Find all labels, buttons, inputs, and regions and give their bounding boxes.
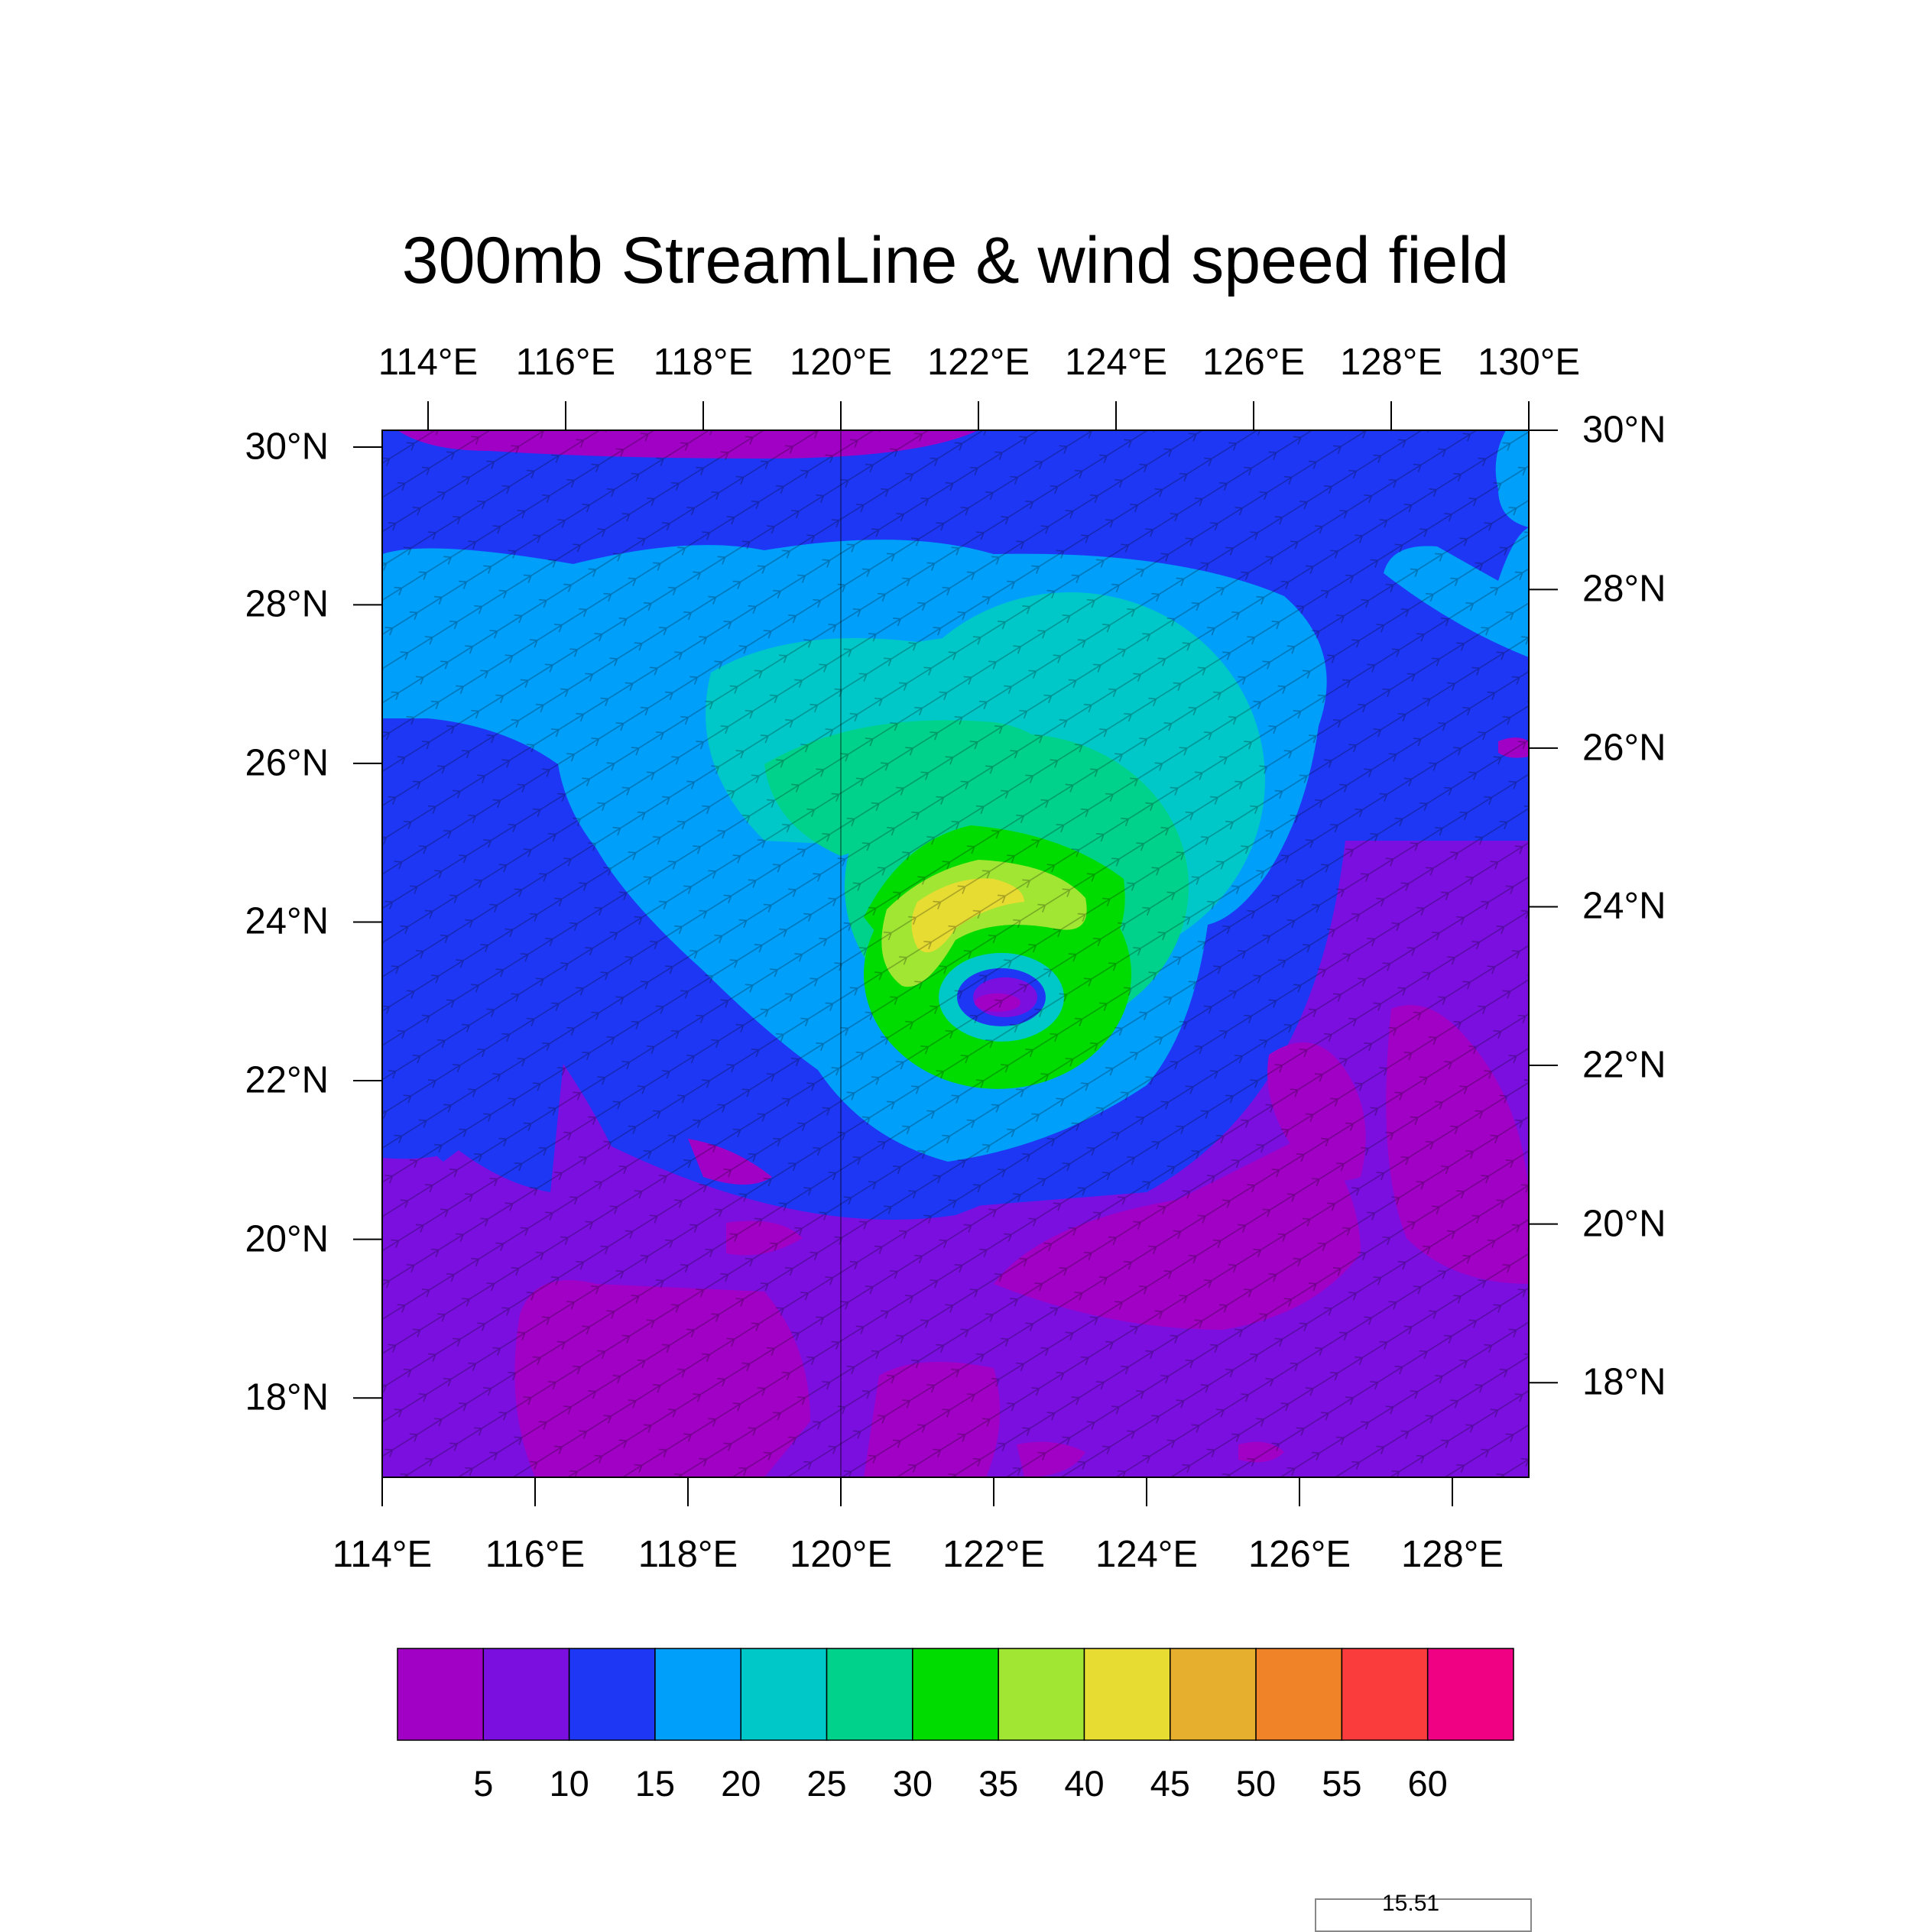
- right-lat-label: 26°N: [1582, 727, 1666, 769]
- colorbar-label: 25: [806, 1763, 847, 1804]
- bottom-lon-label: 114°E: [332, 1534, 433, 1575]
- colorbar-label: 35: [978, 1763, 1019, 1804]
- colorbar-label: 55: [1322, 1763, 1362, 1804]
- colorbar-swatch: [1426, 1648, 1514, 1741]
- right-lat-label: 22°N: [1582, 1044, 1666, 1086]
- left-lat-label: 20°N: [245, 1218, 329, 1260]
- colorbar-swatch: [1170, 1648, 1257, 1741]
- colorbar-swatch: [1255, 1648, 1343, 1741]
- right-lat-label: 24°N: [1582, 885, 1666, 927]
- top-lon-label: 126°E: [1202, 342, 1306, 383]
- reference-vector-label: 15.51: [1382, 1891, 1440, 1916]
- colorbar-label: 40: [1064, 1763, 1105, 1804]
- colorbar-swatch: [568, 1648, 656, 1741]
- colorbar-swatch: [740, 1648, 828, 1741]
- top-lon-label: 124°E: [1064, 342, 1168, 383]
- colorbar-label: 30: [892, 1763, 933, 1804]
- bottom-lon-label: 120°E: [789, 1534, 893, 1575]
- left-lat-label: 18°N: [245, 1376, 329, 1418]
- map-frame: [381, 430, 1530, 1478]
- colorbar-swatch: [482, 1648, 570, 1741]
- bottom-lon-label: 124°E: [1095, 1534, 1199, 1575]
- colorbar-label: 15: [634, 1763, 676, 1804]
- colorbar-swatch: [397, 1648, 485, 1741]
- colorbar-swatch: [1083, 1648, 1171, 1741]
- colorbar-swatch: [654, 1648, 741, 1741]
- left-lat-label: 28°N: [245, 583, 329, 625]
- bottom-lon-label: 118°E: [638, 1534, 738, 1575]
- colorbar: [397, 1648, 1514, 1741]
- colorbar-label: 5: [473, 1763, 494, 1804]
- bottom-lon-label: 126°E: [1248, 1534, 1351, 1575]
- top-lon-label: 128°E: [1339, 342, 1443, 383]
- axis-ticks: [353, 401, 1558, 1506]
- colorbar-label: 45: [1150, 1763, 1190, 1804]
- colorbar-label: 60: [1407, 1763, 1448, 1804]
- top-lon-label: 118°E: [653, 342, 754, 383]
- top-lon-label: 120°E: [789, 342, 893, 383]
- left-lat-label: 22°N: [245, 1059, 329, 1101]
- right-lat-label: 18°N: [1582, 1361, 1666, 1403]
- streamline-overlay: [382, 430, 1529, 1477]
- colorbar-swatch: [998, 1648, 1085, 1741]
- right-lat-label: 28°N: [1582, 568, 1666, 610]
- colorbar-swatch: [1341, 1648, 1429, 1741]
- bottom-lon-label: 122°E: [942, 1534, 1046, 1575]
- colorbar-swatch: [912, 1648, 999, 1741]
- top-lon-label: 122°E: [926, 342, 1030, 383]
- right-lat-label: 20°N: [1582, 1203, 1666, 1245]
- top-lon-label: 116°E: [515, 342, 616, 383]
- bottom-lon-label: 128°E: [1400, 1534, 1504, 1575]
- colorbar-label: 20: [721, 1763, 761, 1804]
- colorbar-label: 10: [549, 1763, 589, 1804]
- top-lon-label: 130°E: [1477, 342, 1581, 383]
- left-lat-label: 30°N: [245, 426, 329, 468]
- top-lon-label: 114°E: [378, 342, 479, 383]
- right-lat-label: 30°N: [1582, 409, 1666, 451]
- map-title: 300mb StreamLine & wind speed field: [401, 224, 1510, 297]
- left-lat-label: 26°N: [245, 742, 329, 784]
- bottom-lon-label: 116°E: [485, 1534, 586, 1575]
- colorbar-swatch: [826, 1648, 913, 1741]
- colorbar-label: 50: [1235, 1763, 1277, 1804]
- left-lat-label: 24°N: [245, 900, 329, 942]
